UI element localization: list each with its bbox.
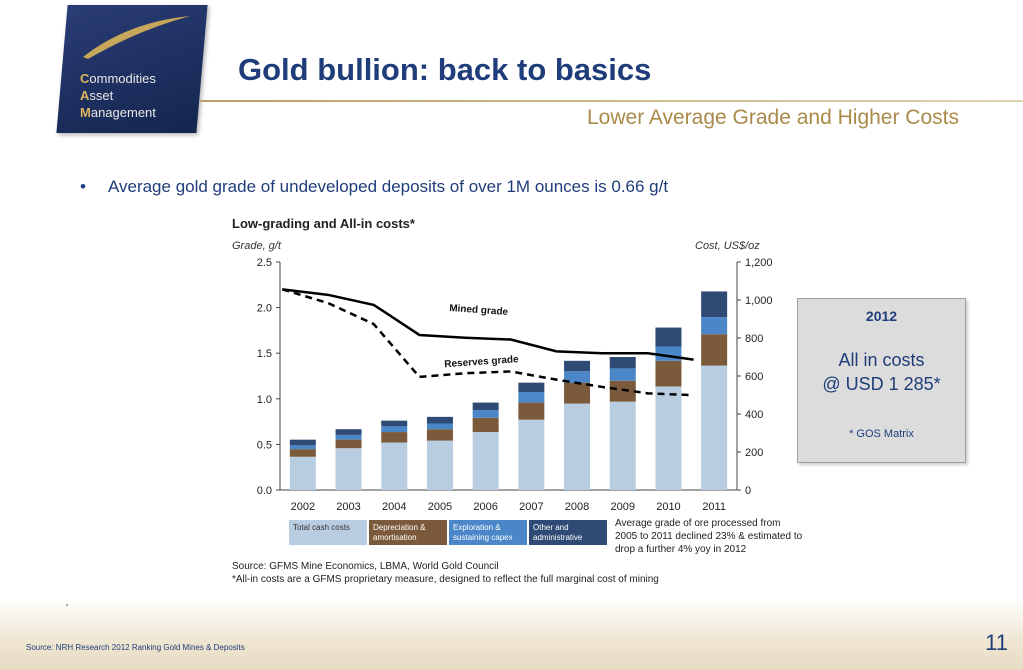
legend-note: Average grade of ore processed from 2005…: [615, 518, 803, 555]
chart-source-line: Source: GFMS Mine Economics, LBMA, World…: [232, 561, 499, 572]
y2-tick-label: 200: [745, 447, 763, 459]
y2-tick-label: 0: [745, 485, 751, 497]
x-tick-label: 2003: [336, 501, 360, 513]
y-tick-label: 0.5: [257, 439, 272, 451]
y-axis-label: Grade, g/t: [232, 240, 281, 252]
x-tick-label: 2004: [382, 501, 406, 513]
bar-segment-1: [426, 440, 453, 490]
x-tick-label: 2008: [565, 501, 589, 513]
bar-segment-2: [609, 380, 636, 402]
bar-segment-4: [426, 416, 453, 424]
reserves-grade-line: [281, 288, 694, 397]
x-tick-label: 2011: [702, 501, 726, 513]
title-divider: [200, 100, 1023, 102]
legend-other-admin: Other and administrative: [529, 520, 607, 545]
bar-segment-1: [335, 448, 362, 490]
x-tick-label: 2010: [656, 501, 680, 513]
bar-segment-2: [335, 439, 362, 449]
y2-tick-label: 800: [745, 333, 763, 345]
y-tick-label: 2.0: [257, 303, 272, 315]
page-number: 11: [985, 630, 1008, 655]
bar-segment-1: [564, 403, 591, 490]
legend-depreciation: Depreciation & amortisation: [369, 520, 447, 545]
callout-note: * GOS Matrix: [849, 428, 914, 440]
footer-band: [0, 598, 1023, 670]
bar-segment-3: [335, 434, 362, 440]
bar-segment-1: [609, 401, 636, 490]
mined-grade-line: [282, 288, 694, 361]
callout-line1: All in costs: [838, 350, 925, 370]
x-tick-label: 2002: [291, 501, 315, 513]
bar-segment-2: [564, 382, 591, 404]
callout-line2: @ USD 1 285*: [822, 374, 941, 394]
y2-axis-label: Cost, US$/oz: [695, 240, 760, 252]
y-tick-label: 1.5: [257, 348, 272, 360]
chart-title: Low-grading and All-in costs*: [232, 216, 415, 231]
page-subtitle: Lower Average Grade and Higher Costs: [587, 106, 959, 129]
bar-segment-2: [655, 360, 682, 387]
y2-tick-label: 600: [745, 371, 763, 383]
bar-segment-2: [472, 417, 499, 433]
logo-swoosh-icon: [83, 16, 190, 59]
bar-segment-3: [426, 423, 453, 430]
x-tick-label: 2006: [473, 501, 497, 513]
bar-segment-1: [518, 419, 545, 490]
chart-source: Source: GFMS Mine Economics, LBMA, World…: [232, 560, 659, 586]
bar-segment-4: [381, 420, 408, 427]
y-tick-label: 2.5: [257, 257, 272, 269]
grade-cost-chart: 0.0 0.5 1.0 1.5 2.0 2.5 0 200 400 600 800 1,000 1,20…: [257, 257, 773, 513]
bar-segment-3: [381, 426, 408, 433]
bar-segment-1: [655, 386, 682, 490]
bullet-text: Average gold grade of undeveloped deposi…: [107, 177, 669, 196]
y-tick-label: 0.0: [257, 485, 272, 497]
bar-segment-1: [701, 365, 728, 490]
x-tick-label: 2005: [428, 501, 452, 513]
bar-segment-2: [426, 429, 453, 441]
bar-segment-2: [289, 449, 316, 457]
x-tick-label: 2009: [611, 501, 635, 513]
bar-segment-3: [701, 317, 728, 335]
chart-legend: Total cash costs Depreciation & amortisa…: [289, 518, 805, 556]
bar-segment-3: [564, 371, 591, 383]
callout-year: 2012: [865, 308, 898, 324]
bar-segment-1: [381, 442, 408, 490]
bar-segment-3: [472, 410, 499, 418]
bar-segment-1: [289, 456, 316, 490]
bullet-point: • Average gold grade of undeveloped depos…: [80, 177, 668, 197]
chart-footnote: *All-in costs are a GFMS proprietary mea…: [232, 574, 659, 585]
mined-grade-label: Mined grade: [449, 303, 509, 318]
bar-segment-4: [609, 357, 636, 369]
y2-tick-label: 400: [745, 409, 763, 421]
legend-exploration: Exploration & sustaining capex: [449, 520, 527, 545]
y-tick-label: 1.0: [257, 394, 272, 406]
all-in-costs-callout: 2012 All in costs @ USD 1 285* * GOS Mat…: [797, 298, 966, 463]
bar-segment-4: [335, 429, 362, 435]
y2-tick-label: 1,200: [745, 257, 773, 269]
bar-segment-4: [289, 439, 316, 446]
footer-source: Source: NRH Research 2012 Ranking Gold M…: [26, 643, 245, 652]
bar-segment-2: [701, 334, 728, 366]
bar-segment-2: [381, 432, 408, 443]
bar-segment-4: [564, 360, 591, 372]
bar-segment-4: [518, 382, 545, 393]
x-tick-label: 2007: [519, 501, 543, 513]
y2-tick-label: 1,000: [745, 295, 773, 307]
bar-segment-3: [518, 392, 545, 403]
bar-segment-4: [472, 402, 499, 411]
bar-segment-3: [609, 368, 636, 381]
bar-segment-2: [518, 402, 545, 420]
bar-segment-1: [472, 432, 499, 490]
reserves-grade-label: Reserves grade: [444, 354, 520, 370]
legend-total-cash-costs: Total cash costs: [289, 520, 367, 545]
bullet-marker: •: [80, 177, 86, 196]
bar-segment-3: [289, 445, 316, 450]
page-title: Gold bullion: back to basics: [238, 52, 652, 87]
bar-segment-4: [655, 327, 682, 347]
callout-text: All in costs @ USD 1 285*: [798, 348, 965, 396]
logo-text: Commodities Asset Management: [80, 71, 156, 120]
bar-segment-4: [701, 291, 728, 318]
footer-mark: ': [66, 603, 68, 614]
